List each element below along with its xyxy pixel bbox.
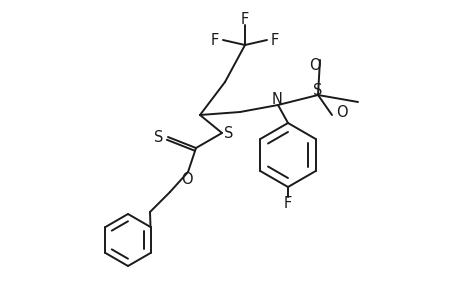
- Text: F: F: [270, 32, 279, 47]
- Text: F: F: [283, 196, 291, 211]
- Text: O: O: [181, 172, 192, 188]
- Text: F: F: [241, 11, 249, 26]
- Text: S: S: [224, 125, 233, 140]
- Text: F: F: [210, 32, 218, 47]
- Text: N: N: [271, 92, 282, 106]
- Text: S: S: [154, 130, 163, 145]
- Text: O: O: [336, 104, 347, 119]
- Text: S: S: [313, 82, 322, 98]
- Text: O: O: [308, 58, 320, 73]
